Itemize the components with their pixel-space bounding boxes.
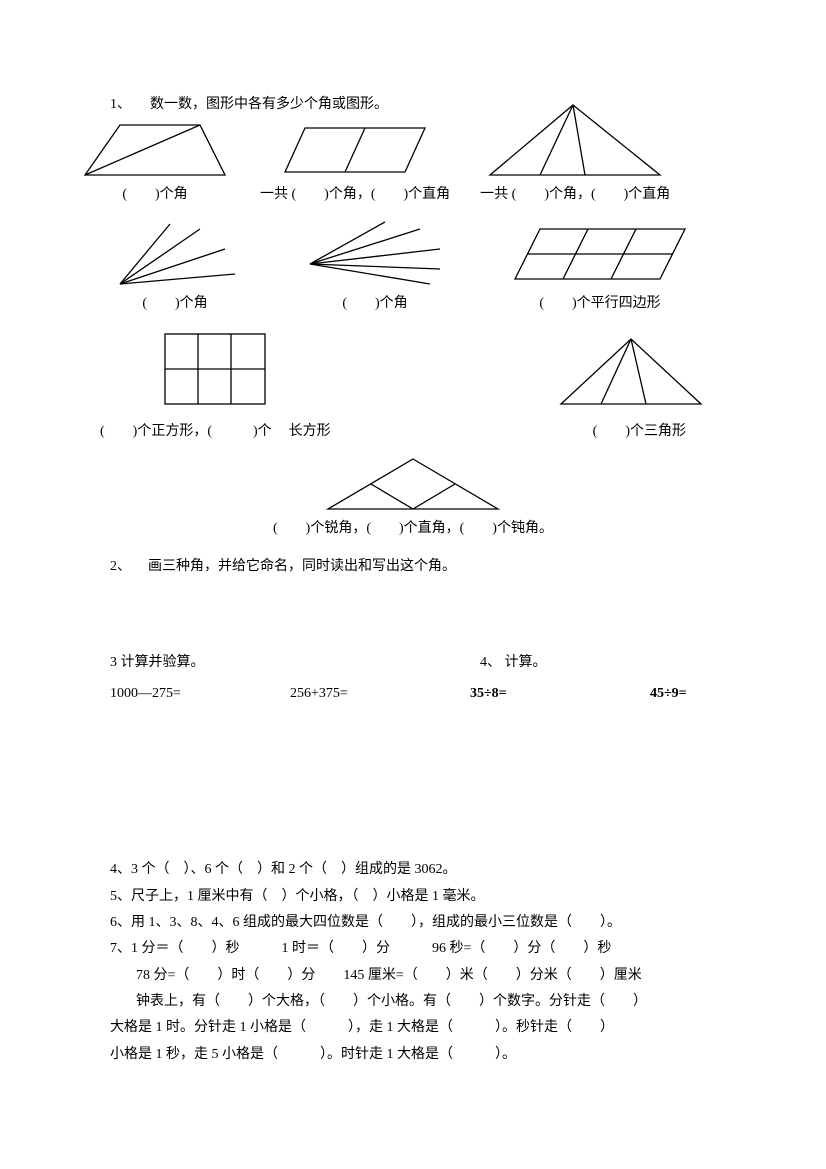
parallelogram-caption: 一共 ( )个角，( )个直角	[260, 184, 450, 206]
fan4-svg	[110, 219, 240, 289]
fig-para-grid: ( )个平行四边形	[510, 219, 690, 315]
trapezoid-caption: ( )个角	[122, 184, 187, 206]
para-grid-svg	[510, 219, 690, 289]
q3-label: 3 计算并验算。	[110, 652, 450, 674]
triangle-fan-svg	[485, 100, 665, 180]
q4calc-label: 4、 计算。	[480, 652, 547, 674]
trapezoid-svg	[80, 120, 230, 180]
q6-text: 6、用 1、3、8、4、6 组成的最大四位数是（ ），组成的最小三位数是（ ）。	[110, 912, 716, 934]
tri-lines-caption: ( )个三角形	[593, 421, 686, 443]
fig-triangle-lines	[556, 334, 706, 409]
q7c-text: 钟表上，有（ ）个大格，（ ）个小格。有（ ）个数字。分针走（ ）	[110, 991, 716, 1013]
fig-trapezoid: ( )个角	[80, 120, 230, 206]
q4-text: 4、3 个（ ）、6 个（ ）和 2 个（ ）组成的是 3062。	[110, 859, 716, 881]
fig-parallelogram: 一共 ( )个角，( )个直角	[260, 120, 450, 206]
q3-item-0: 1000—275=	[110, 683, 230, 705]
square-grid-svg	[160, 329, 270, 409]
triangle-inner-svg	[323, 454, 503, 514]
triangle-lines-svg	[556, 334, 706, 409]
q5-text: 5、尺子上，1 厘米中有（ ）个小格，（ ）小格是 1 毫米。	[110, 886, 716, 908]
tri-inner-caption: ( )个锐角，( )个直角，( )个钝角。	[273, 518, 553, 540]
fig-square-grid	[160, 329, 270, 409]
q4calc-item-0: 35÷8=	[470, 683, 590, 705]
q1-prompt: 数一数，图形中各有多少个角或图形。	[150, 97, 388, 112]
q7d-text: 大格是 1 时。分针走 1 小格是（ ），走 1 大格是（ ）。秒针走（ ）	[110, 1017, 716, 1039]
fan5-caption: ( )个角	[342, 293, 407, 315]
q2-text: 画三种角，并给它命名，同时读出和写出这个角。	[148, 559, 456, 574]
fig-fan5: ( )个角	[300, 219, 450, 315]
q2-number: 2、	[110, 559, 131, 574]
q7a-text: 7、1 分＝（ ）秒 1 时＝（ ）分 96 秒=（ ）分（ ）秒	[110, 938, 716, 960]
q3-item-1: 256+375=	[290, 683, 410, 705]
grid-caption: ( )个正方形，( )个 长方形	[100, 421, 331, 443]
fan4-caption: ( )个角	[142, 293, 207, 315]
q4calc-item-1: 45÷9=	[650, 683, 770, 705]
fig-fan4: ( )个角	[110, 219, 240, 315]
q7b-text: 78 分=（ ）时（ ）分 145 厘米=（ ）米（ ）分米（ ）厘米	[110, 965, 716, 987]
q1-number: 1、	[110, 97, 131, 112]
para-grid-caption: ( )个平行四边形	[539, 293, 660, 315]
fig-triangle-inner: ( )个锐角，( )个直角，( )个钝角。	[273, 454, 553, 540]
q7e-text: 小格是 1 秒，走 5 小格是（ ）。时针走 1 大格是（ ）。	[110, 1044, 716, 1066]
parallelogram-svg	[280, 120, 430, 180]
fan5-svg	[300, 219, 450, 289]
triangle-fan-caption: 一共 ( )个角，( )个直角	[480, 184, 670, 206]
fig-triangle-fan: 一共 ( )个角，( )个直角	[480, 100, 670, 206]
